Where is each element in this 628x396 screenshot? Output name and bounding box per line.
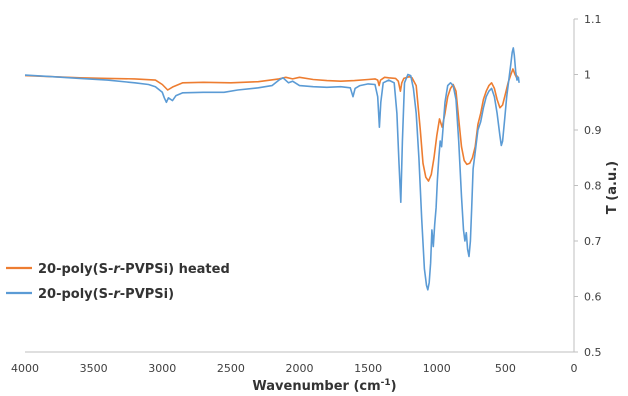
x-tick-label: 1000 (423, 362, 451, 375)
plot-area (24, 47, 520, 291)
y-tick-label: 0.8 (584, 180, 602, 193)
x-tick-label: 0 (571, 362, 578, 375)
x-tick-label: 1500 (354, 362, 382, 375)
y-axis-title: T (a.u.) (605, 161, 620, 214)
y-tick-label: 0.7 (584, 235, 602, 248)
axes (25, 19, 575, 353)
y-tick-label: 1.1 (584, 13, 602, 26)
x-tick-labels: 4000 3500 3000 2500 2000 1500 1000 500 0 (11, 362, 578, 375)
x-tick-label: 3000 (148, 362, 176, 375)
series-line-2 (24, 47, 520, 291)
legend-item-2: 20-poly(S-r-PVPSi) (6, 287, 174, 302)
x-tick-label: 2500 (217, 362, 245, 375)
x-tick-label: 500 (495, 362, 516, 375)
x-tick-label: 4000 (11, 362, 39, 375)
legend-label: 20-poly(S-r-PVPSi) (38, 287, 174, 302)
y-tick-labels: 0.5 0.6 0.7 0.8 0.9 1 1.1 (574, 13, 602, 359)
legend: 20-poly(S-r-PVPSi) heated 20-poly(S-r-PVP… (6, 262, 230, 302)
series-line-1 (24, 68, 519, 182)
legend-label: 20-poly(S-r-PVPSi) heated (38, 262, 230, 277)
y-tick-label: 0.5 (584, 346, 602, 359)
y-tick-label: 1 (584, 69, 591, 82)
x-axis-title: Wavenumber (cm-1) (252, 378, 396, 394)
y-tick-label: 0.9 (584, 124, 602, 137)
y-tick-label: 0.6 (584, 291, 602, 304)
x-tick-label: 3500 (80, 362, 108, 375)
x-tick-label: 2000 (286, 362, 314, 375)
legend-item-1: 20-poly(S-r-PVPSi) heated (6, 262, 230, 277)
